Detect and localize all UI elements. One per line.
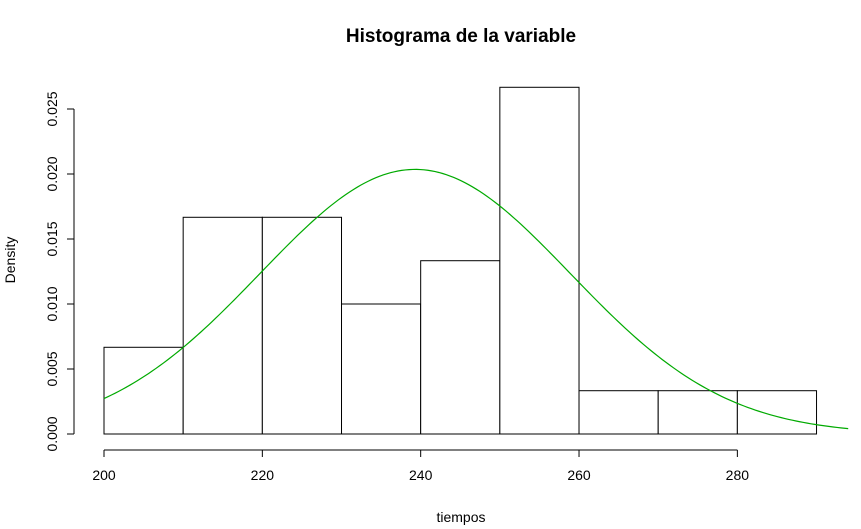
y-tick-label: 0.015	[44, 221, 60, 256]
y-axis: 0.000 0.005 0.010 0.015 0.020 0.025	[44, 91, 75, 452]
x-tick-label: 200	[92, 467, 116, 483]
histogram-bar	[657, 390, 738, 435]
x-tick-label: 240	[409, 467, 433, 483]
density-curve-layer	[103, 168, 849, 430]
histogram-bar	[103, 346, 184, 435]
y-tick-label: 0.005	[44, 351, 60, 386]
histogram-bar	[261, 216, 343, 435]
y-tick-label: 0.020	[44, 156, 60, 191]
x-axis: 200 220 240 260 280	[92, 449, 750, 483]
density-curve-line	[103, 168, 849, 430]
y-tick-label: 0.025	[44, 91, 60, 126]
y-tick-label: 0.010	[44, 286, 60, 321]
histogram-bar	[736, 390, 818, 435]
bars-layer	[103, 86, 818, 435]
histogram-bar	[578, 390, 659, 435]
histogram-bar	[420, 260, 501, 435]
histogram-bar	[182, 216, 263, 435]
x-axis-label: tiempos	[436, 509, 485, 525]
x-tick-label: 220	[251, 467, 275, 483]
x-tick-label: 260	[567, 467, 591, 483]
histogram-bar	[499, 86, 580, 435]
y-axis-label: Density	[2, 237, 18, 284]
chart-title: Histograma de la variable	[346, 26, 576, 47]
x-tick-label: 280	[726, 467, 750, 483]
y-tick-label: 0.000	[44, 416, 60, 451]
histogram-bar	[341, 303, 422, 435]
